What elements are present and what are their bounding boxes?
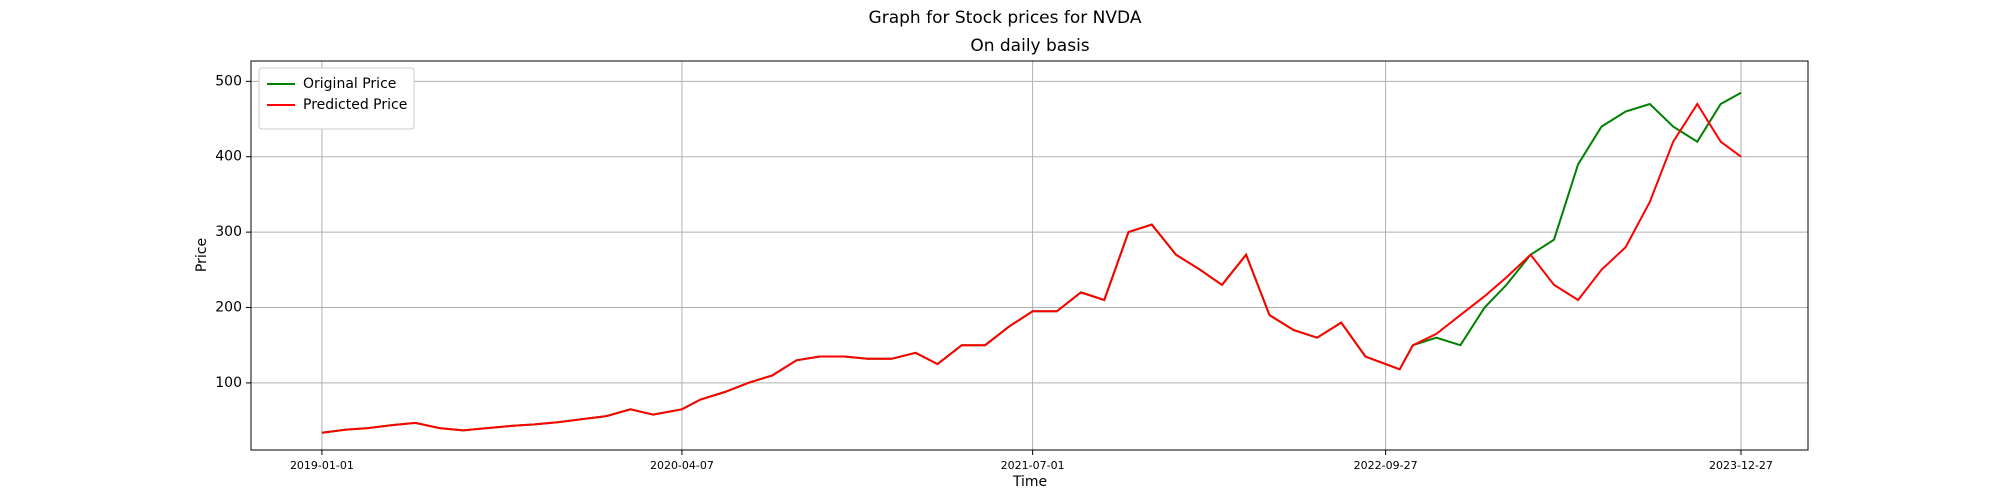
series-line bbox=[321, 102, 1742, 434]
x-axis-label: Time bbox=[1012, 474, 1047, 490]
x-tick-label: 2020-04-07 bbox=[650, 459, 714, 472]
series-line bbox=[321, 91, 1742, 434]
legend-box bbox=[258, 67, 415, 130]
plot-frame bbox=[250, 60, 1809, 451]
chart-title: Graph for Stock prices for NVDA bbox=[869, 8, 1142, 28]
y-tick-label: 300 bbox=[215, 224, 242, 240]
y-tick-label: 400 bbox=[215, 149, 242, 165]
y-tick-label: 100 bbox=[215, 375, 242, 391]
y-tick-label: 500 bbox=[215, 73, 242, 89]
x-tick-label: 2019-01-01 bbox=[290, 459, 354, 472]
legend-label: Original Price bbox=[303, 76, 396, 92]
legend-label: Predicted Price bbox=[303, 97, 407, 113]
y-tick-label: 200 bbox=[215, 300, 242, 316]
x-tick-label: 2022-09-27 bbox=[1354, 459, 1418, 472]
y-axis-label: Price bbox=[194, 238, 210, 272]
x-tick-label: 2023-12-27 bbox=[1709, 459, 1773, 472]
x-tick-label: 2021-07-01 bbox=[1001, 459, 1065, 472]
chart-subtitle: On daily basis bbox=[970, 36, 1089, 56]
